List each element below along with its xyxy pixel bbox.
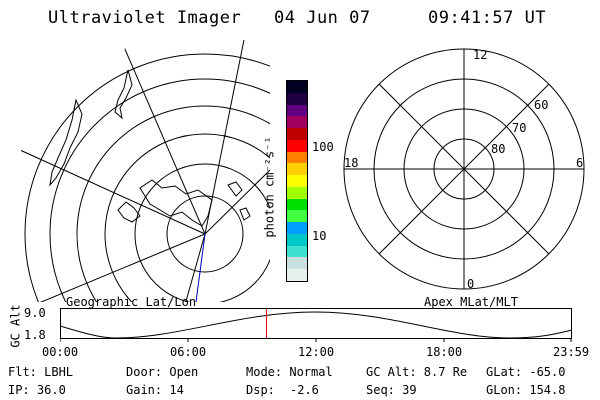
altitude-ymin-label: 1.8: [24, 328, 46, 342]
xtick-0600: 06:00: [170, 345, 207, 359]
colorbar-swatch: [287, 186, 307, 199]
altitude-plot: [60, 308, 573, 342]
mlt-12-label: 12: [473, 48, 487, 62]
geographic-panel-label: Geographic Lat/Lon: [66, 295, 197, 309]
colorbar-swatch: [287, 116, 307, 129]
glon-info: GLon: 154.8: [486, 383, 566, 397]
colorbar-swatch: [287, 151, 307, 164]
mlt-6-label: 6: [576, 156, 583, 170]
time-label: 09:41:57 UT: [428, 8, 547, 28]
colorbar-swatch: [287, 92, 307, 105]
colorbar-swatch: [287, 175, 307, 187]
ip-info: IP: 36.0: [8, 383, 66, 397]
xtick-0000: 00:00: [42, 345, 79, 359]
colorbar-swatch: [287, 222, 307, 234]
colorbar-tick-10: 10: [312, 229, 327, 243]
colorbar-swatch: [287, 257, 307, 270]
xtick-1800: 18:00: [426, 345, 463, 359]
lat-80-label: 80: [491, 142, 505, 156]
xtick-2359: 23:59: [553, 345, 590, 359]
flt-info: Flt: LBHL: [8, 365, 74, 379]
colorbar-swatch: [287, 233, 307, 246]
polar-plot: 12 18 6 0 60 70 80: [343, 48, 585, 291]
colorbar-swatch: [287, 104, 307, 117]
altitude-ylabel: GC Alt: [8, 304, 23, 348]
glat-info: GLat: -65.0: [486, 365, 566, 379]
altitude-curve: [60, 311, 573, 339]
geographic-map: [9, 40, 270, 302]
colorbar-swatch: [287, 198, 307, 211]
altitude-ymax-label: 9.0: [24, 306, 46, 320]
dsp-label: Dsp:: [246, 383, 275, 397]
colorbar-swatch: [287, 245, 307, 258]
colorbar-swatch: [287, 163, 307, 176]
mlt-18-label: 18: [344, 156, 358, 170]
xtick-1200: 12:00: [298, 345, 335, 359]
seq-info: Seq: 39: [366, 383, 417, 397]
colorbar-swatch: [287, 269, 307, 281]
door-info: Door: Open: [126, 365, 199, 379]
colorbar-tick-100: 100: [312, 140, 334, 154]
mode-info: Mode: Normal: [246, 365, 333, 379]
colorbar-swatch: [287, 128, 307, 140]
gc-alt-info: GC Alt: 8.7 Re: [366, 365, 468, 379]
mlt-0-label: 0: [467, 277, 474, 291]
gain-info: Gain: 14: [126, 383, 184, 397]
lat-60-label: 60: [534, 98, 548, 112]
colorbar-swatch: [287, 139, 307, 152]
colorbar-unit-label: photon cm⁻²s⁻¹: [262, 136, 277, 238]
colorbar-swatch: [287, 210, 307, 223]
instrument-title: Ultraviolet Imager: [48, 8, 242, 28]
lat-70-label: 70: [512, 121, 526, 135]
colorbar: [286, 80, 308, 282]
apex-panel-label: Apex MLat/MLT: [424, 295, 518, 309]
dsp-value: -2.6: [290, 383, 319, 397]
date-label: 04 Jun 07: [274, 8, 371, 28]
colorbar-swatch: [287, 80, 307, 93]
